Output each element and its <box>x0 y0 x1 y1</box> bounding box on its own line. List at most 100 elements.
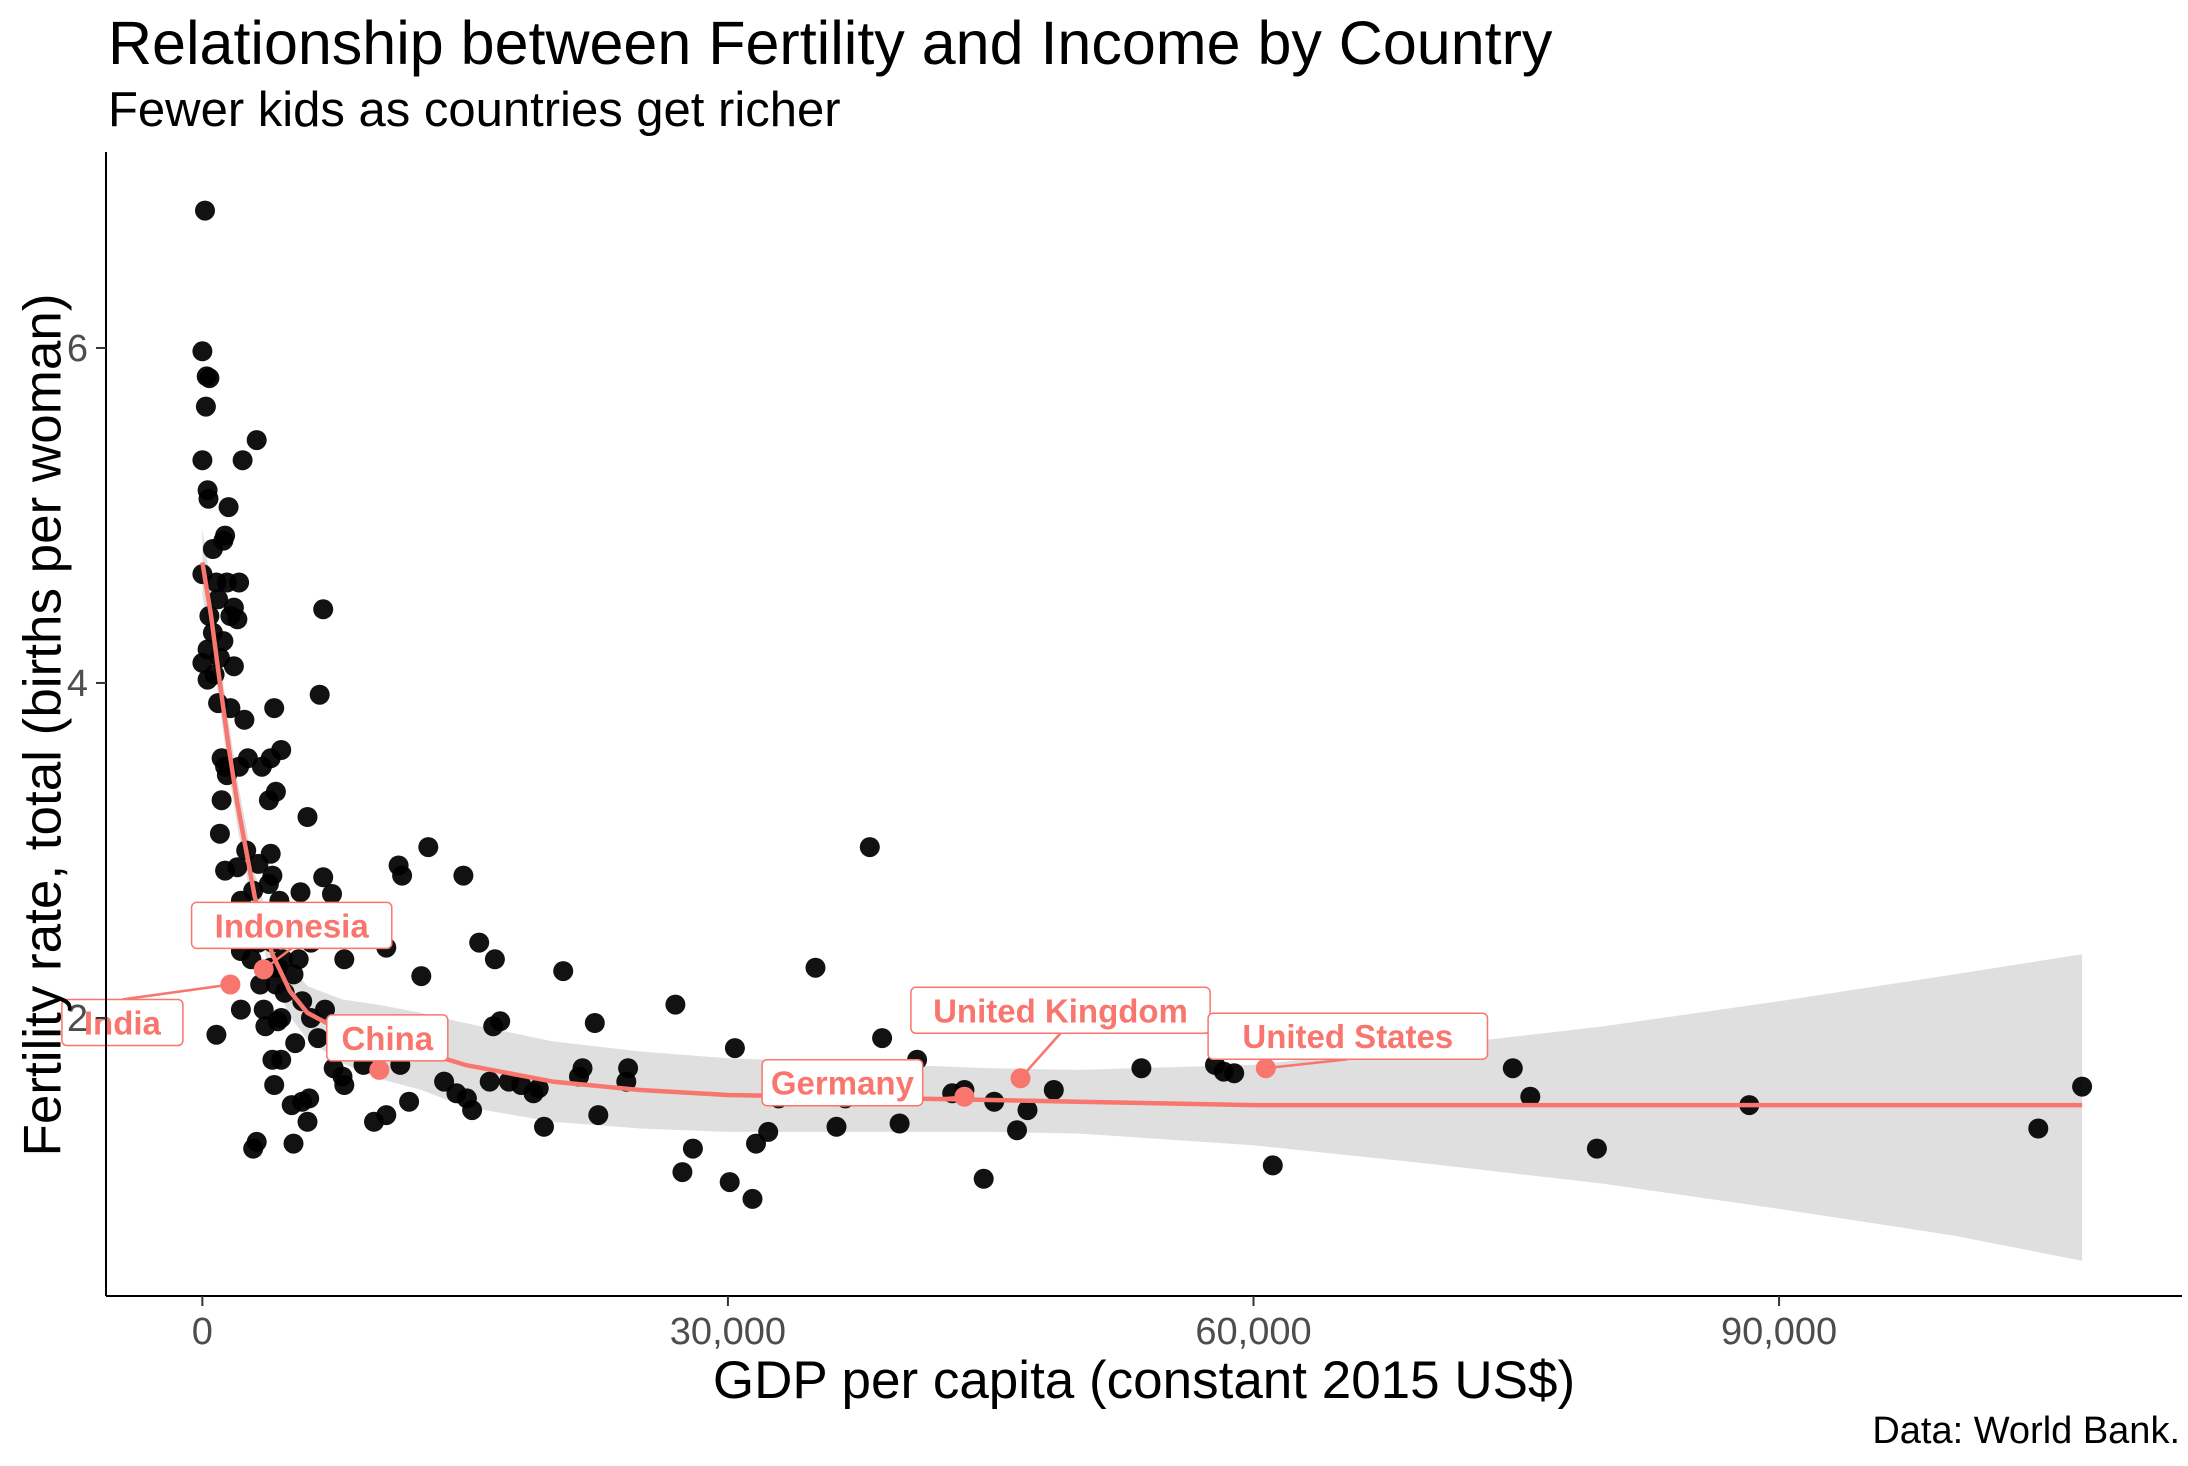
data-point <box>258 790 279 811</box>
data-point <box>198 488 219 509</box>
chart-subtitle: Fewer kids as countries get richer <box>108 83 841 137</box>
data-point <box>195 200 215 221</box>
y-axis-title: Fertility rate, total (births per woman) <box>13 293 73 1157</box>
data-point <box>281 1095 302 1116</box>
data-point <box>588 1105 609 1126</box>
data-point <box>584 1013 605 1033</box>
data-point <box>230 999 251 1020</box>
confidence-band <box>202 528 2083 1261</box>
data-point <box>234 709 255 730</box>
data-point <box>859 837 880 858</box>
data-point <box>285 1033 306 1054</box>
data-point <box>534 1116 554 1137</box>
axes-layer: 0 30,000 60,000 90,000 2 4 6 <box>67 152 2182 1353</box>
data-point <box>872 1028 893 1049</box>
data-point <box>376 1105 397 1126</box>
label-connector <box>122 983 231 1001</box>
data-point <box>309 684 330 705</box>
data-point <box>243 1138 264 1159</box>
data-point <box>227 609 248 630</box>
data-point <box>264 698 285 719</box>
data-point <box>826 1116 847 1137</box>
country-label-box <box>1207 1012 1489 1060</box>
data-point <box>299 1088 320 1109</box>
data-point <box>192 450 213 471</box>
x-tick-label: 90,000 <box>1721 1311 1837 1353</box>
data-point <box>195 396 216 417</box>
data-point <box>665 994 686 1015</box>
data-point <box>232 450 253 471</box>
highlighted-point <box>369 1059 390 1080</box>
data-point <box>411 966 432 987</box>
data-point <box>290 882 311 903</box>
country-label: United Kingdom <box>933 992 1188 1029</box>
y-tick-label: 4 <box>67 663 88 705</box>
label-connector <box>1265 1057 1348 1070</box>
x-tick-label: 60,000 <box>1195 1311 1311 1353</box>
data-point <box>250 974 271 995</box>
data-point <box>258 874 279 894</box>
data-point <box>805 957 826 978</box>
country-label-box <box>761 1058 924 1107</box>
y-tick-label: 6 <box>67 328 88 370</box>
data-point <box>1043 1080 1064 1100</box>
data-point <box>889 1113 910 1134</box>
chart-title: Relationship between Fertility and Incom… <box>108 9 1553 77</box>
country-label: China <box>341 1020 433 1057</box>
data-point <box>283 1133 304 1154</box>
country-label: Indonesia <box>215 907 370 944</box>
data-point <box>1586 1138 1607 1159</box>
data-point <box>2072 1076 2093 1097</box>
country-label-box <box>910 986 1211 1035</box>
data-point <box>211 790 232 811</box>
data-point <box>262 1049 283 1070</box>
data-point <box>719 1172 740 1193</box>
data-point <box>246 430 267 451</box>
data-point <box>724 1038 745 1059</box>
data-point <box>223 656 244 677</box>
data-point <box>1224 1063 1245 1084</box>
data-point <box>1131 1058 1152 1079</box>
x-tick-label: 30,000 <box>670 1311 786 1353</box>
data-point <box>308 1028 328 1049</box>
data-point <box>618 1058 639 1079</box>
data-point <box>267 1011 288 1032</box>
data-point <box>288 949 309 970</box>
smooth-trend-line <box>200 562 2083 1108</box>
data-point <box>208 589 229 610</box>
confidence-band-layer <box>202 528 2083 1261</box>
data-point <box>206 1024 227 1045</box>
data-point <box>1007 1120 1027 1141</box>
country-label: United States <box>1242 1018 1453 1055</box>
data-point <box>292 991 313 1012</box>
label-connector <box>1019 1032 1062 1080</box>
country-label-box <box>326 1014 449 1062</box>
data-point <box>462 1100 483 1121</box>
data-point <box>271 740 292 760</box>
data-point <box>758 1121 779 1142</box>
data-point <box>2028 1118 2049 1139</box>
data-point <box>192 341 213 362</box>
data-point <box>1017 1100 1038 1121</box>
country-label: India <box>84 1005 162 1042</box>
y-tick-label: 2 <box>67 998 88 1040</box>
data-point <box>682 1138 703 1159</box>
data-point <box>297 807 318 827</box>
data-point <box>283 964 304 985</box>
data-point <box>490 1011 511 1032</box>
x-axis-title: GDP per capita (constant 2015 US$) <box>712 1351 1576 1410</box>
data-point <box>1262 1155 1283 1176</box>
data-point <box>313 599 334 620</box>
data-point <box>973 1168 994 1189</box>
data-point <box>742 1188 763 1209</box>
data-point <box>469 932 490 953</box>
data-point <box>264 1075 285 1095</box>
data-point <box>202 539 223 559</box>
data-point <box>572 1058 593 1079</box>
data-point <box>392 865 413 886</box>
data-point <box>209 823 230 844</box>
country-label: Germany <box>771 1065 915 1102</box>
country-label-box <box>61 998 184 1047</box>
country-label-box <box>190 901 393 950</box>
